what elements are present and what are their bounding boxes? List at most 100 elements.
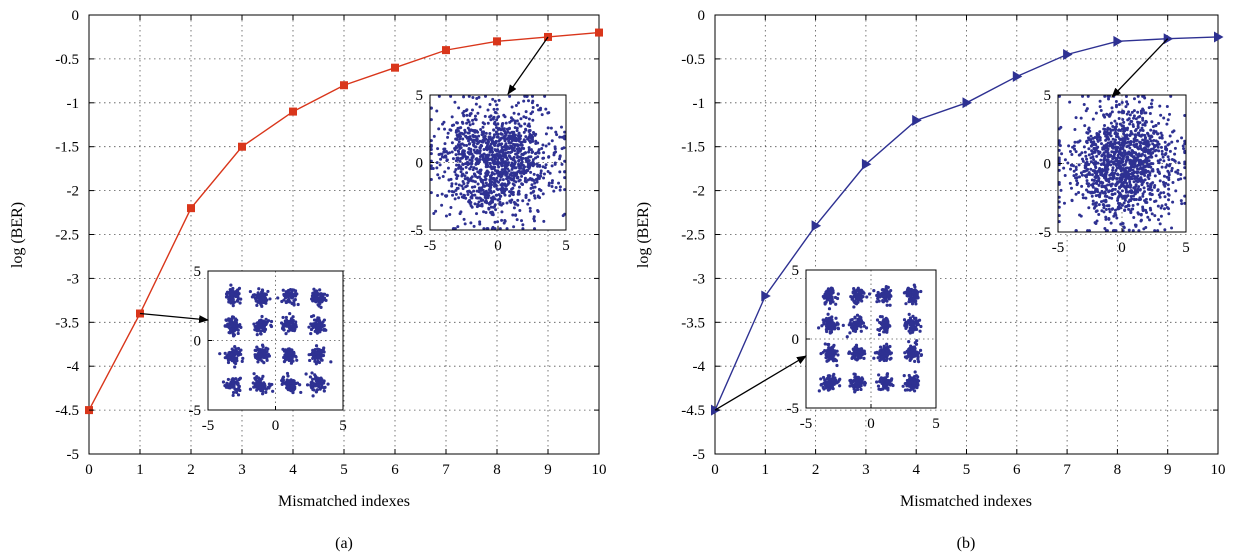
inset-point — [834, 316, 838, 320]
inset-point — [1156, 204, 1160, 208]
inset-point — [514, 202, 518, 206]
inset-point — [859, 329, 863, 333]
inset-point — [527, 129, 531, 133]
inset-point — [236, 387, 240, 391]
inset-point — [459, 156, 463, 160]
inset-point — [523, 176, 527, 180]
data-point — [187, 204, 195, 213]
inset-point — [517, 137, 521, 141]
inset-point — [561, 214, 565, 218]
inset-point — [875, 380, 879, 384]
inset-point — [488, 135, 492, 139]
inset-point — [1150, 212, 1154, 216]
inset-point — [305, 383, 310, 387]
inset-point — [484, 181, 488, 185]
inset-arrow — [507, 36, 549, 95]
inset-point — [1125, 184, 1129, 188]
inset-point — [913, 381, 917, 385]
inset-point — [479, 144, 483, 148]
inset-point — [261, 389, 265, 393]
inset-point — [524, 110, 528, 114]
inset-point — [535, 162, 539, 166]
inset-point — [1120, 124, 1124, 128]
inset-point — [851, 384, 855, 388]
inset-point — [1091, 161, 1095, 165]
inset-point — [1122, 120, 1126, 124]
inset-point — [323, 328, 327, 332]
inset-point — [471, 168, 475, 172]
inset-point — [850, 380, 854, 384]
inset-point — [1156, 218, 1160, 222]
inset-point — [539, 189, 543, 193]
inset-point — [454, 173, 458, 177]
inset-point — [468, 167, 472, 171]
inset-point — [880, 352, 884, 356]
y-tick-label: -1.5 — [55, 140, 79, 156]
inset-point — [1126, 203, 1130, 207]
inset-point — [454, 182, 458, 186]
inset-point — [280, 382, 284, 386]
inset-point — [544, 144, 548, 148]
inset-point — [458, 137, 462, 141]
inset-point — [1168, 134, 1172, 138]
inset-point — [1176, 178, 1180, 182]
inset-point — [497, 161, 501, 165]
inset-point — [1158, 104, 1162, 108]
inset-point — [1179, 199, 1183, 203]
inset-point — [1152, 138, 1156, 142]
inset-point — [1074, 167, 1078, 171]
inset-point — [437, 176, 441, 180]
inset-point — [1150, 98, 1154, 102]
inset-point — [887, 295, 891, 300]
inset-point — [446, 135, 450, 139]
inset-x-tick-label: -5 — [424, 238, 437, 254]
inset-point — [453, 148, 457, 152]
inset-point — [231, 298, 235, 302]
inset-point — [262, 361, 266, 365]
inset-point — [494, 123, 498, 127]
inset-point — [1133, 133, 1137, 137]
inset-point — [260, 314, 264, 319]
inset-point — [235, 382, 239, 386]
inset-point — [531, 118, 535, 122]
inset-point — [1097, 212, 1101, 216]
inset-point — [1162, 191, 1166, 195]
inset-point — [463, 154, 467, 158]
inset-point — [1069, 186, 1073, 190]
inset-point — [548, 171, 552, 175]
inset-point — [821, 375, 826, 380]
inset-point — [478, 220, 482, 224]
inset-point — [1094, 146, 1098, 150]
x-tick-label: 2 — [187, 462, 195, 478]
inset-point — [513, 121, 517, 125]
inset-x-tick-label: 5 — [932, 416, 940, 432]
inset-point — [910, 302, 915, 306]
inset-point — [235, 299, 239, 303]
inset-point — [501, 157, 505, 161]
inset-point — [1139, 218, 1143, 222]
inset-point — [855, 313, 860, 317]
inset-point — [538, 174, 542, 178]
inset-point — [1110, 110, 1114, 114]
inset-point — [554, 186, 558, 190]
inset-point — [1130, 120, 1134, 124]
inset-point — [450, 184, 454, 188]
inset-point — [536, 150, 540, 154]
inset-point — [558, 155, 562, 159]
inset-point — [255, 385, 260, 390]
inset-point — [466, 118, 470, 122]
inset-point — [912, 375, 917, 379]
inset-point — [462, 193, 466, 197]
inset-point — [266, 289, 270, 294]
inset-point — [493, 148, 497, 152]
inset-point — [468, 123, 472, 127]
inset-point — [1118, 177, 1122, 181]
inset-point — [1111, 168, 1115, 172]
panel-b-inset-high: -5 0 550-5 — [1039, 38, 1190, 256]
y-tick-label: -0.5 — [55, 52, 79, 68]
inset-point — [503, 193, 507, 197]
inset-point — [429, 145, 433, 149]
inset-y-tick-label: 5 — [416, 88, 424, 104]
inset-point — [498, 151, 502, 155]
